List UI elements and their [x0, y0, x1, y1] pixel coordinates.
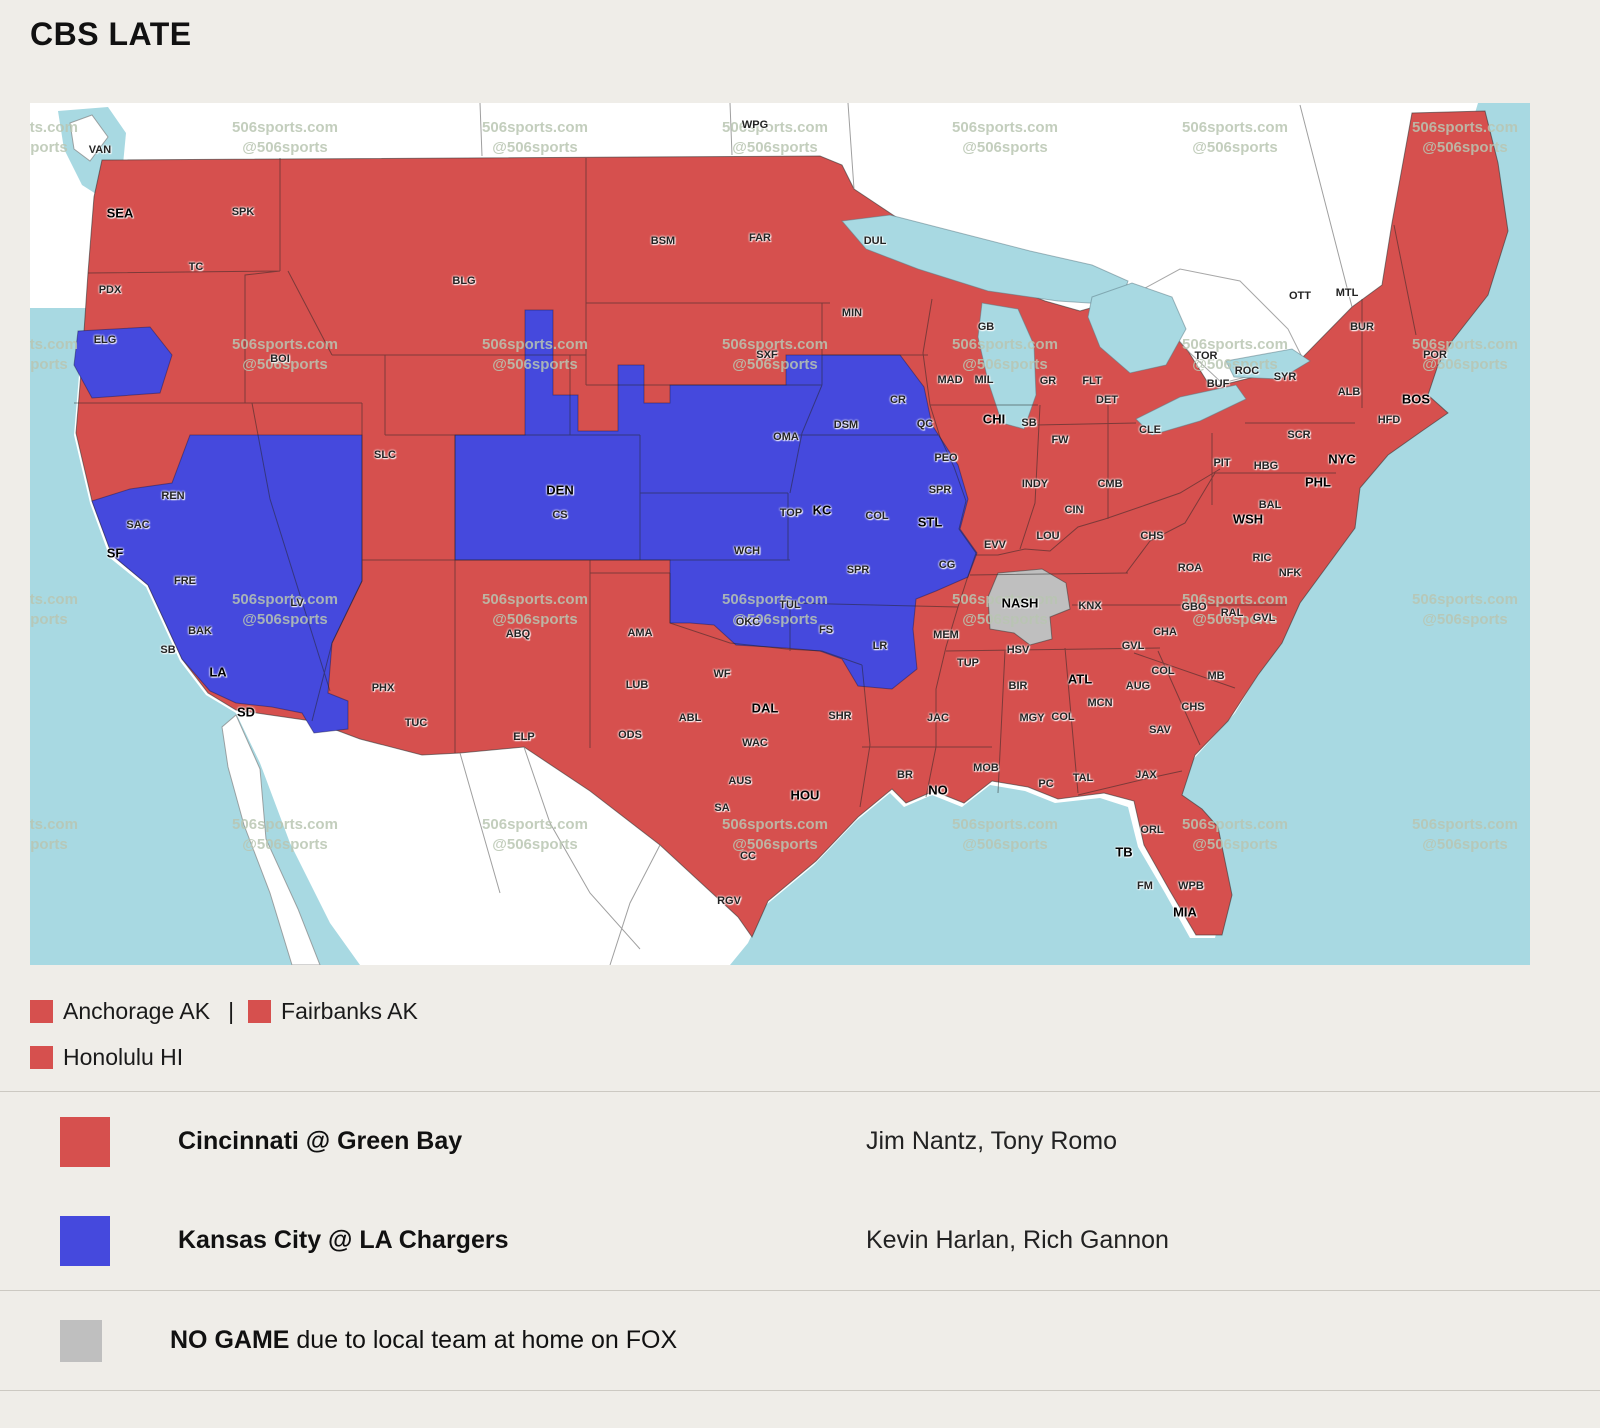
legend: Anchorage AK | Fairbanks AK Honolulu HI Cin…: [0, 983, 1600, 1391]
canada-mexico-borders: [459, 103, 1353, 965]
atlantic-gulf-water: [730, 103, 1530, 965]
game-row: Kansas City @ LA Chargers Kevin Harlan, R…: [0, 1191, 1600, 1290]
game-matchup: Cincinnati @ Green Bay: [178, 1127, 463, 1155]
game-row: NO GAME due to local team at home on FOX: [0, 1290, 1600, 1390]
pacific-ocean: [30, 308, 360, 965]
game-announcers: Kevin Harlan, Rich Gannon: [866, 1226, 1169, 1254]
alt-market-label: Honolulu HI: [63, 1043, 184, 1070]
lake-huron: [1087, 282, 1187, 374]
page-title: CBS LATE: [30, 16, 192, 52]
legend-swatch: [30, 1045, 53, 1069]
game-legend-rows: Cincinnati @ Green Bay Jim Nantz, Tony Ro…: [0, 1091, 1600, 1391]
blue-coverage-region-central: [454, 309, 978, 690]
blue-coverage-region-west: [91, 434, 363, 734]
no-game-region: [987, 568, 1071, 646]
blue-coverage-region-eugene: [73, 326, 173, 399]
alt-market-label: Fairbanks AK: [281, 997, 418, 1024]
us-map-svg: [30, 103, 1530, 965]
lake-michigan: [977, 302, 1037, 430]
legend-swatch: [248, 999, 272, 1023]
alt-market-rows: Anchorage AK | Fairbanks AK Honolulu HI: [0, 993, 1600, 1075]
alt-market-label: Anchorage AK: [63, 997, 211, 1024]
legend-swatch: [30, 999, 53, 1023]
game-row: Cincinnati @ Green Bay Jim Nantz, Tony Ro…: [0, 1092, 1600, 1191]
baja-peninsula: [221, 714, 321, 965]
lake-erie: [1135, 384, 1247, 436]
game-matchup: NO GAME due to local team at home on FOX: [170, 1326, 678, 1354]
game-announcers: Jim Nantz, Tony Romo: [866, 1127, 1118, 1155]
game-swatch: [60, 1215, 110, 1266]
state-borders: [74, 158, 1417, 808]
coverage-map: 506sports.com@506sports506sports.com@506…: [30, 103, 1530, 965]
game-swatch: [60, 1319, 102, 1362]
alt-market-row: Anchorage AK | Fairbanks AK: [30, 993, 1600, 1029]
separator: |: [228, 997, 235, 1024]
lake-ontario: [1225, 348, 1311, 380]
vancouver-island: [69, 114, 109, 162]
alt-market-row: Honolulu HI: [30, 1039, 1600, 1075]
game-swatch: [60, 1116, 110, 1167]
game-matchup: Kansas City @ LA Chargers: [178, 1226, 509, 1254]
